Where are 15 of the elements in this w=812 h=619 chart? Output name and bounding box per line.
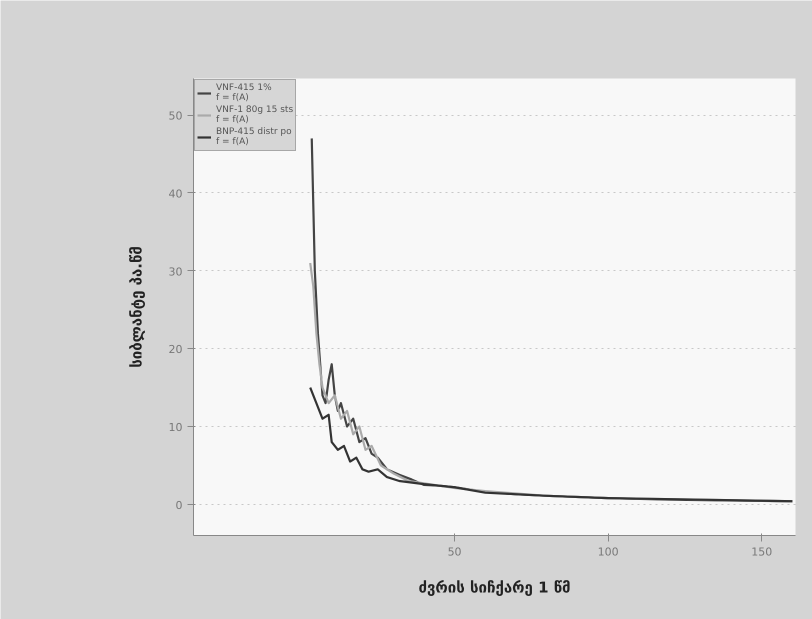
x-tick-label: 100 — [598, 546, 619, 558]
line-series — [309, 386, 794, 502]
x-tick-label: 150 — [751, 546, 772, 558]
y-axis-title: სიბლანტე პა.წმ — [128, 246, 146, 368]
legend-label: VNF-415 1% f = f(A) — [216, 83, 272, 103]
y-tick-label: 50 — [168, 110, 183, 123]
legend-label: VNF-1 80g 15 sts f = f(A) — [216, 105, 294, 125]
legend-label: BNP-415 distr po f = f(A) — [216, 127, 292, 147]
y-tick-label: 30 — [168, 265, 183, 278]
y-tick-label: 40 — [168, 187, 183, 200]
y-tick-label: 10 — [168, 421, 183, 434]
y-tick-label: 20 — [168, 343, 183, 356]
x-tick-label: 50 — [448, 546, 462, 558]
y-tick-label: 0 — [176, 498, 182, 512]
x-axis-title: ძვრის სიჩქარე 1 წმ — [418, 578, 571, 596]
